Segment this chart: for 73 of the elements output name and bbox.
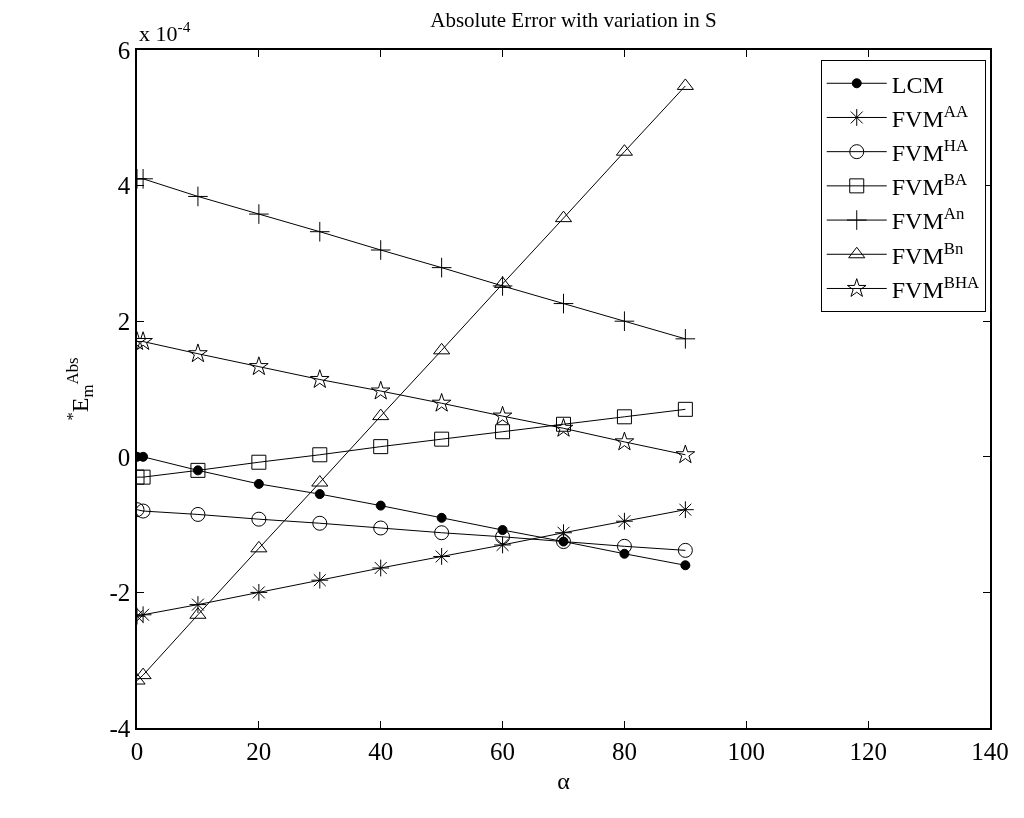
point [614,310,635,332]
y-tick-label: 6 [117,36,131,64]
point [309,221,331,242]
point [137,503,151,519]
point [253,478,264,489]
point [492,405,513,425]
point [375,500,386,511]
point [370,380,391,400]
point [249,356,269,376]
point [250,540,268,553]
chart-title: Absolute Error with variation in S [430,7,717,32]
point [431,392,452,412]
point [675,444,696,464]
y-tick-label: 4 [117,172,131,200]
point [436,512,447,523]
legend-label: FVM$^{Bn}$ [891,238,964,269]
point [553,418,574,437]
legend-label: FVM$^{BA}$ [891,170,968,201]
point [370,239,392,261]
x-tick-label: 60 [490,737,516,765]
point [676,500,695,519]
y-tick-label: 0 [117,443,131,471]
point [187,186,209,207]
x-tick-label: 40 [368,737,394,765]
point [677,542,693,558]
point [251,454,267,470]
point [431,257,452,278]
point [312,447,328,463]
point [556,416,571,432]
point [432,547,451,566]
point [553,293,574,314]
x-tick-label: 100 [727,737,766,765]
point [373,439,389,455]
point [492,275,513,297]
point [314,489,325,500]
x-tick-label: 120 [849,737,887,765]
point [493,536,512,554]
point [371,559,390,577]
point [616,409,632,425]
x-axis-title: α [557,767,571,794]
point [189,595,207,614]
point [372,408,390,421]
legend-label: FVM$^{BHA}$ [891,272,980,303]
point [249,583,268,602]
legend-label: FVM$^{HA}$ [891,135,969,167]
point [615,512,634,531]
legend-label: FVM$^{AA}$ [891,101,969,132]
point [614,431,635,451]
point [251,511,267,527]
point [312,515,328,531]
point [248,203,270,225]
y-tick-label: 2 [117,307,131,335]
point [675,328,696,350]
text: x 10$^{-4}$ [139,18,191,47]
x-tick-label: 20 [246,737,272,765]
y-tick-label: -2 [109,579,131,607]
point [373,520,389,536]
x-tick-label: 140 [971,737,1009,765]
point [309,369,330,388]
point [434,431,450,447]
point [677,401,693,417]
y-tick-label: -4 [109,714,131,742]
point [495,424,511,440]
point [680,560,691,571]
point [137,469,151,485]
point [433,342,451,355]
legend-label: LCM [891,71,944,98]
x-tick-label: 80 [611,737,637,765]
point [310,571,329,590]
point [188,343,208,363]
point [434,525,450,541]
point [190,506,206,522]
legend-label: FVM$^{An}$ [891,204,965,235]
